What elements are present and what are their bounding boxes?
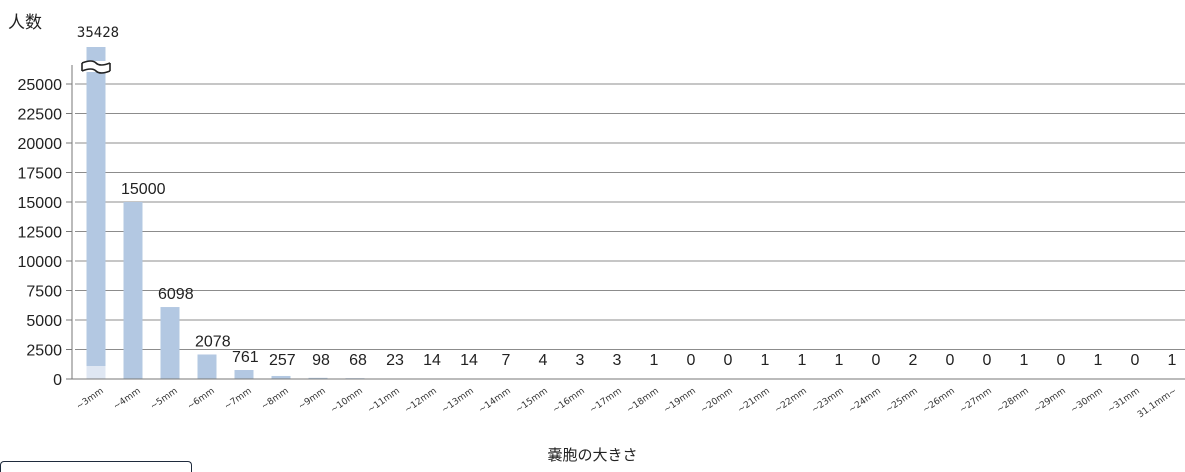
data-label: 15000 xyxy=(121,181,166,198)
x-tick-label: ~17mm xyxy=(588,386,624,415)
x-tick-label: ~4mm xyxy=(112,386,143,412)
bar xyxy=(235,370,254,379)
x-tick-label: ~10mm xyxy=(329,386,365,415)
bar xyxy=(161,307,180,379)
data-label: 7 xyxy=(502,352,511,369)
data-label: 1 xyxy=(650,352,659,369)
y-tick-label: 0 xyxy=(53,372,62,389)
data-label: 3 xyxy=(576,352,585,369)
x-tick-label: ~7mm xyxy=(223,386,254,412)
x-tick-label: ~21mm xyxy=(736,386,772,415)
data-label: 761 xyxy=(232,349,259,366)
x-tick-label: ~15mm xyxy=(514,386,550,415)
data-label: 35428 xyxy=(77,25,119,41)
x-tick-label: ~26mm xyxy=(921,386,957,415)
y-tick-label: 15000 xyxy=(18,195,63,212)
data-label: 2078 xyxy=(195,333,231,350)
data-label: 257 xyxy=(269,352,296,369)
x-tick-label: ~25mm xyxy=(884,386,920,415)
data-label: 1 xyxy=(1020,352,1029,369)
y-tick-label: 10000 xyxy=(18,254,63,271)
y-tick-label: 2500 xyxy=(26,343,62,360)
x-tick-label: ~23mm xyxy=(810,386,846,415)
bar xyxy=(198,354,217,379)
data-label: 1 xyxy=(835,352,844,369)
x-tick-label: ~27mm xyxy=(958,386,994,415)
data-label: 2 xyxy=(909,352,918,369)
x-tick-label: ~3mm xyxy=(75,386,106,412)
x-tick-label: ~6mm xyxy=(186,386,217,412)
y-tick-label: 25000 xyxy=(18,77,63,94)
corner-tab xyxy=(0,461,192,472)
x-tick-label: ~28mm xyxy=(995,386,1031,415)
y-tick-label: 7500 xyxy=(26,284,62,301)
x-tick-label: ~24mm xyxy=(847,386,883,415)
y-tick-label: 12500 xyxy=(18,225,63,242)
x-tick-label: ~19mm xyxy=(662,386,698,415)
y-tick-label: 20000 xyxy=(18,136,63,153)
bar xyxy=(124,202,143,379)
x-tick-label: 31.1mm~ xyxy=(1136,386,1179,420)
x-tick-label: ~9mm xyxy=(297,386,328,412)
data-label: 14 xyxy=(460,352,478,369)
x-tick-label: ~30mm xyxy=(1069,386,1105,415)
x-tick-label: ~13mm xyxy=(440,386,476,415)
gridlines xyxy=(75,84,1185,350)
data-label: 0 xyxy=(946,352,955,369)
data-label: 4 xyxy=(539,352,548,369)
data-label: 0 xyxy=(983,352,992,369)
data-label: 1 xyxy=(761,352,770,369)
data-label: 14 xyxy=(423,352,441,369)
y-axis-label: 人数 xyxy=(8,8,42,33)
data-label: 0 xyxy=(1057,352,1066,369)
data-label: 0 xyxy=(724,352,733,369)
data-label: 1 xyxy=(1094,352,1103,369)
x-tick-label: ~22mm xyxy=(773,386,809,415)
data-label: 68 xyxy=(349,352,367,369)
x-axis-ticks: ~3mm~4mm~5mm~6mm~7mm~8mm~9mm~10mm~11mm~1… xyxy=(75,386,1179,420)
x-tick-label: ~16mm xyxy=(551,386,587,415)
x-tick-label: ~20mm xyxy=(699,386,735,415)
x-tick-label: ~8mm xyxy=(260,386,291,412)
bars xyxy=(82,47,1179,379)
data-label: 0 xyxy=(872,352,881,369)
x-tick-label: ~29mm xyxy=(1032,386,1068,415)
data-label: 0 xyxy=(1131,352,1140,369)
y-tick-label: 17500 xyxy=(18,166,63,183)
data-label: 6098 xyxy=(158,286,194,303)
bar xyxy=(87,47,106,379)
y-axis-ticks: 0 2500 5000 7500 10000 12500 15000 17500 20000 22… xyxy=(18,65,73,389)
y-tick-label: 22500 xyxy=(18,107,63,124)
data-label: 0 xyxy=(687,352,696,369)
data-label: 98 xyxy=(312,352,330,369)
x-tick-label: ~18mm xyxy=(625,386,661,415)
bar-base-segment xyxy=(87,366,106,379)
x-tick-label: ~12mm xyxy=(403,386,439,415)
data-label: 1 xyxy=(1168,352,1177,369)
data-label: 23 xyxy=(386,352,404,369)
axis-break-gap xyxy=(86,61,109,72)
data-label: 3 xyxy=(613,352,622,369)
y-tick-label: 5000 xyxy=(26,313,62,330)
x-tick-label: ~14mm xyxy=(477,386,513,415)
x-tick-label: ~11mm xyxy=(366,386,402,415)
x-tick-label: ~5mm xyxy=(149,386,180,412)
data-label: 1 xyxy=(798,352,807,369)
